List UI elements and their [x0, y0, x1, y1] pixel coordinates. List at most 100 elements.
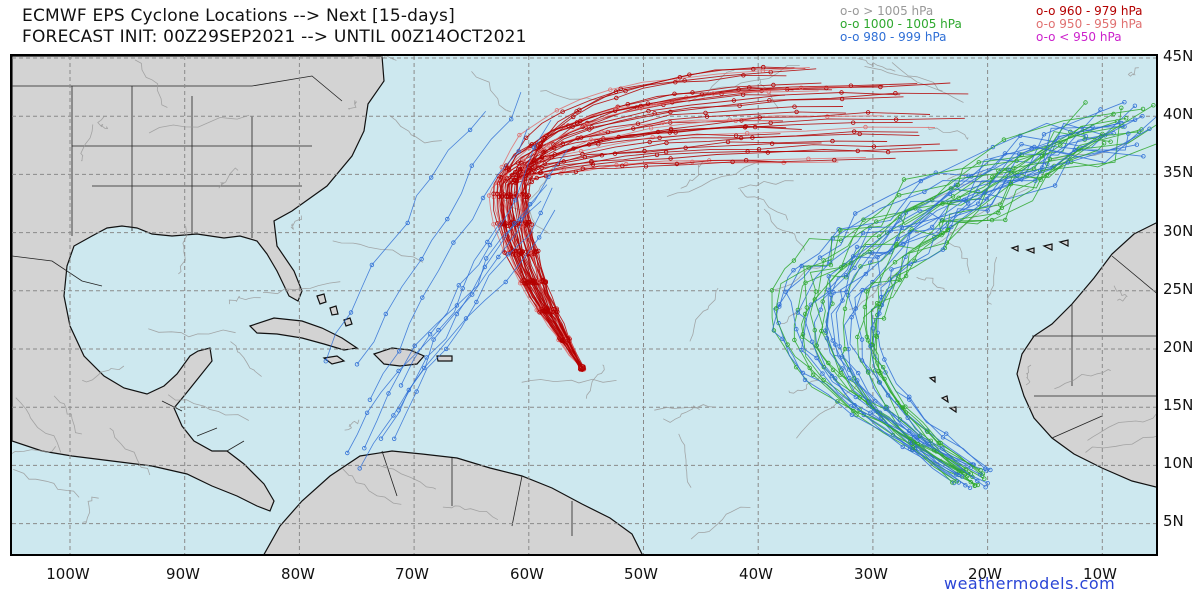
track-point — [703, 110, 708, 116]
track-point — [940, 435, 946, 440]
track-point — [777, 304, 782, 309]
track-point — [839, 96, 845, 102]
track-point — [835, 399, 840, 404]
track-point — [875, 254, 880, 260]
track-point — [584, 122, 589, 128]
track-point — [512, 169, 518, 175]
track-point — [840, 366, 845, 371]
track-point — [354, 362, 360, 367]
coastal-storm-track — [325, 111, 487, 362]
recurving-storm-track — [863, 117, 1127, 470]
legend-label: 960 - 979 hPa — [1059, 4, 1143, 18]
track-point — [990, 144, 996, 150]
track-point — [348, 310, 354, 315]
track-point — [868, 260, 873, 265]
track-point — [864, 334, 870, 339]
track-point — [737, 103, 742, 108]
track-point — [838, 372, 843, 377]
weak-low-track — [290, 215, 302, 231]
track-point — [998, 202, 1003, 207]
track-point — [794, 109, 799, 115]
major-hurricane-track — [523, 67, 795, 370]
legend-symbol: o-o — [1036, 30, 1056, 44]
track-point — [976, 160, 981, 165]
track-point — [800, 370, 806, 376]
track-point — [791, 258, 797, 263]
track-point — [744, 157, 749, 163]
track-point — [955, 182, 961, 188]
track-point — [907, 446, 913, 451]
track-point — [900, 444, 905, 450]
track-point — [950, 194, 956, 199]
track-point — [1003, 217, 1008, 223]
major-hurricane-track — [493, 161, 839, 368]
track-point — [1101, 140, 1107, 146]
track-point — [422, 365, 427, 371]
track-point — [861, 217, 866, 222]
track-point — [855, 334, 860, 340]
major-hurricane-track — [520, 115, 883, 368]
weak-low-track — [857, 58, 896, 72]
track-point — [1044, 172, 1050, 178]
track-point — [964, 198, 969, 203]
track-point — [826, 274, 831, 279]
coastal-storm-track — [400, 119, 552, 386]
weak-low-track — [690, 506, 751, 540]
track-point — [412, 343, 417, 348]
track-point — [870, 250, 875, 255]
track-point — [838, 265, 844, 270]
track-point — [828, 262, 834, 268]
track-point — [864, 289, 869, 294]
track-point — [842, 306, 848, 311]
track-point — [900, 241, 906, 247]
storm-tracks — [12, 56, 1156, 540]
track-point — [871, 409, 876, 414]
track-point — [1058, 143, 1063, 148]
track-point — [873, 333, 879, 338]
cuba-island — [248, 317, 359, 351]
weak-low-track — [262, 281, 341, 295]
weak-low-track — [891, 62, 964, 103]
track-point — [738, 135, 744, 141]
track-point — [837, 344, 842, 349]
track-point — [1136, 129, 1142, 134]
track-point — [517, 193, 522, 199]
lon-label-10w: 10W — [1083, 565, 1117, 583]
track-point — [1015, 173, 1020, 179]
track-point — [929, 224, 935, 230]
track-point — [851, 376, 857, 381]
track-point — [907, 394, 912, 399]
track-point — [863, 124, 868, 130]
track-point — [369, 262, 375, 268]
track-point — [888, 228, 893, 233]
lon-label-100w: 100W — [46, 565, 90, 583]
coastal-storm-track — [346, 220, 502, 454]
track-point — [538, 210, 543, 216]
track-point — [429, 175, 434, 180]
track-point — [985, 481, 990, 486]
weak-low-track — [916, 277, 945, 291]
track-point — [881, 316, 887, 321]
track-point — [364, 410, 370, 415]
track-point — [873, 368, 878, 373]
central-america-borders — [161, 400, 245, 452]
track-point — [945, 227, 950, 233]
recurving-storm-track — [825, 125, 1086, 472]
track-point — [956, 195, 961, 200]
track-point — [925, 429, 930, 434]
track-point — [499, 194, 504, 199]
track-point — [1119, 105, 1124, 110]
forecast-init-subtitle: FORECAST INIT: 00Z29SEP2021 --> UNTIL 00… — [22, 27, 527, 47]
track-point — [741, 73, 746, 78]
track-point — [794, 327, 799, 332]
track-point — [978, 472, 983, 477]
track-point — [982, 476, 987, 481]
track-point — [975, 478, 980, 484]
track-point — [635, 121, 641, 126]
track-point — [638, 106, 644, 111]
track-point — [771, 82, 776, 88]
track-point — [906, 428, 912, 434]
track-point — [1151, 103, 1156, 108]
track-point — [618, 86, 623, 91]
track-point — [527, 278, 533, 283]
